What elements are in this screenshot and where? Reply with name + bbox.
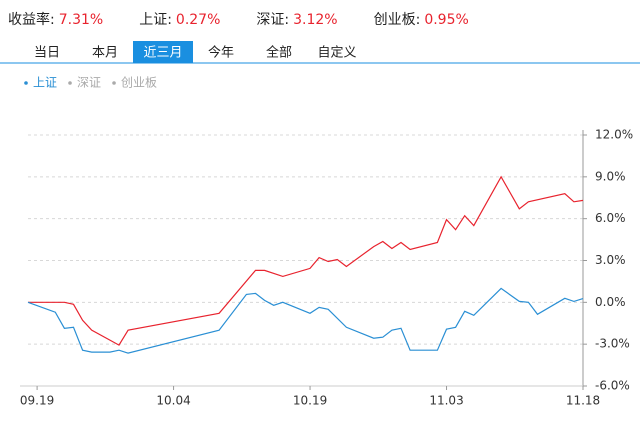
legend-dot[interactable] bbox=[24, 81, 28, 85]
tab[interactable]: 当日 bbox=[34, 46, 60, 61]
x-tick-label: 09.19 bbox=[20, 394, 54, 408]
tab[interactable]: 本月 bbox=[92, 46, 118, 61]
stat-label: 上证: bbox=[139, 12, 172, 28]
y-tick-label: 6.0% bbox=[595, 211, 626, 225]
legend-dot[interactable] bbox=[68, 81, 72, 85]
series-line bbox=[27, 287, 584, 354]
tab[interactable]: 近三月 bbox=[143, 46, 182, 61]
tab[interactable]: 自定义 bbox=[317, 46, 356, 61]
stat-label: 深证: bbox=[256, 12, 289, 28]
legend-entry[interactable]: 深证 bbox=[77, 76, 101, 90]
y-tick-label: 3.0% bbox=[595, 253, 626, 267]
y-tick-label: 0.0% bbox=[595, 295, 626, 309]
stat-value: 0.27% bbox=[176, 12, 220, 28]
stat-label: 收益率: bbox=[8, 11, 55, 28]
x-tick-label: 11.03 bbox=[429, 394, 463, 408]
stat-value: 7.31% bbox=[59, 12, 103, 28]
x-tick-label: 10.04 bbox=[156, 394, 190, 408]
y-tick-label: -3.0% bbox=[595, 337, 630, 351]
legend-entry[interactable]: 上证 bbox=[33, 76, 57, 90]
x-tick-label: 10.19 bbox=[293, 394, 327, 408]
series-line bbox=[28, 175, 584, 346]
stat-label: 创业板: bbox=[374, 12, 421, 28]
stat-value: 3.12% bbox=[293, 12, 337, 28]
stat-value: 0.95% bbox=[424, 12, 468, 28]
y-tick-label: -6.0% bbox=[595, 379, 630, 393]
x-tick-label: 11.18 bbox=[566, 394, 600, 408]
legend-entry[interactable]: 创业板 bbox=[121, 76, 157, 90]
tab[interactable]: 全部 bbox=[266, 45, 292, 61]
tab[interactable]: 今年 bbox=[208, 45, 234, 61]
y-tick-label: 12.0% bbox=[595, 128, 633, 142]
active-tab[interactable] bbox=[133, 41, 193, 63]
legend-dot[interactable] bbox=[112, 81, 116, 85]
y-tick-label: 9.0% bbox=[595, 169, 626, 183]
